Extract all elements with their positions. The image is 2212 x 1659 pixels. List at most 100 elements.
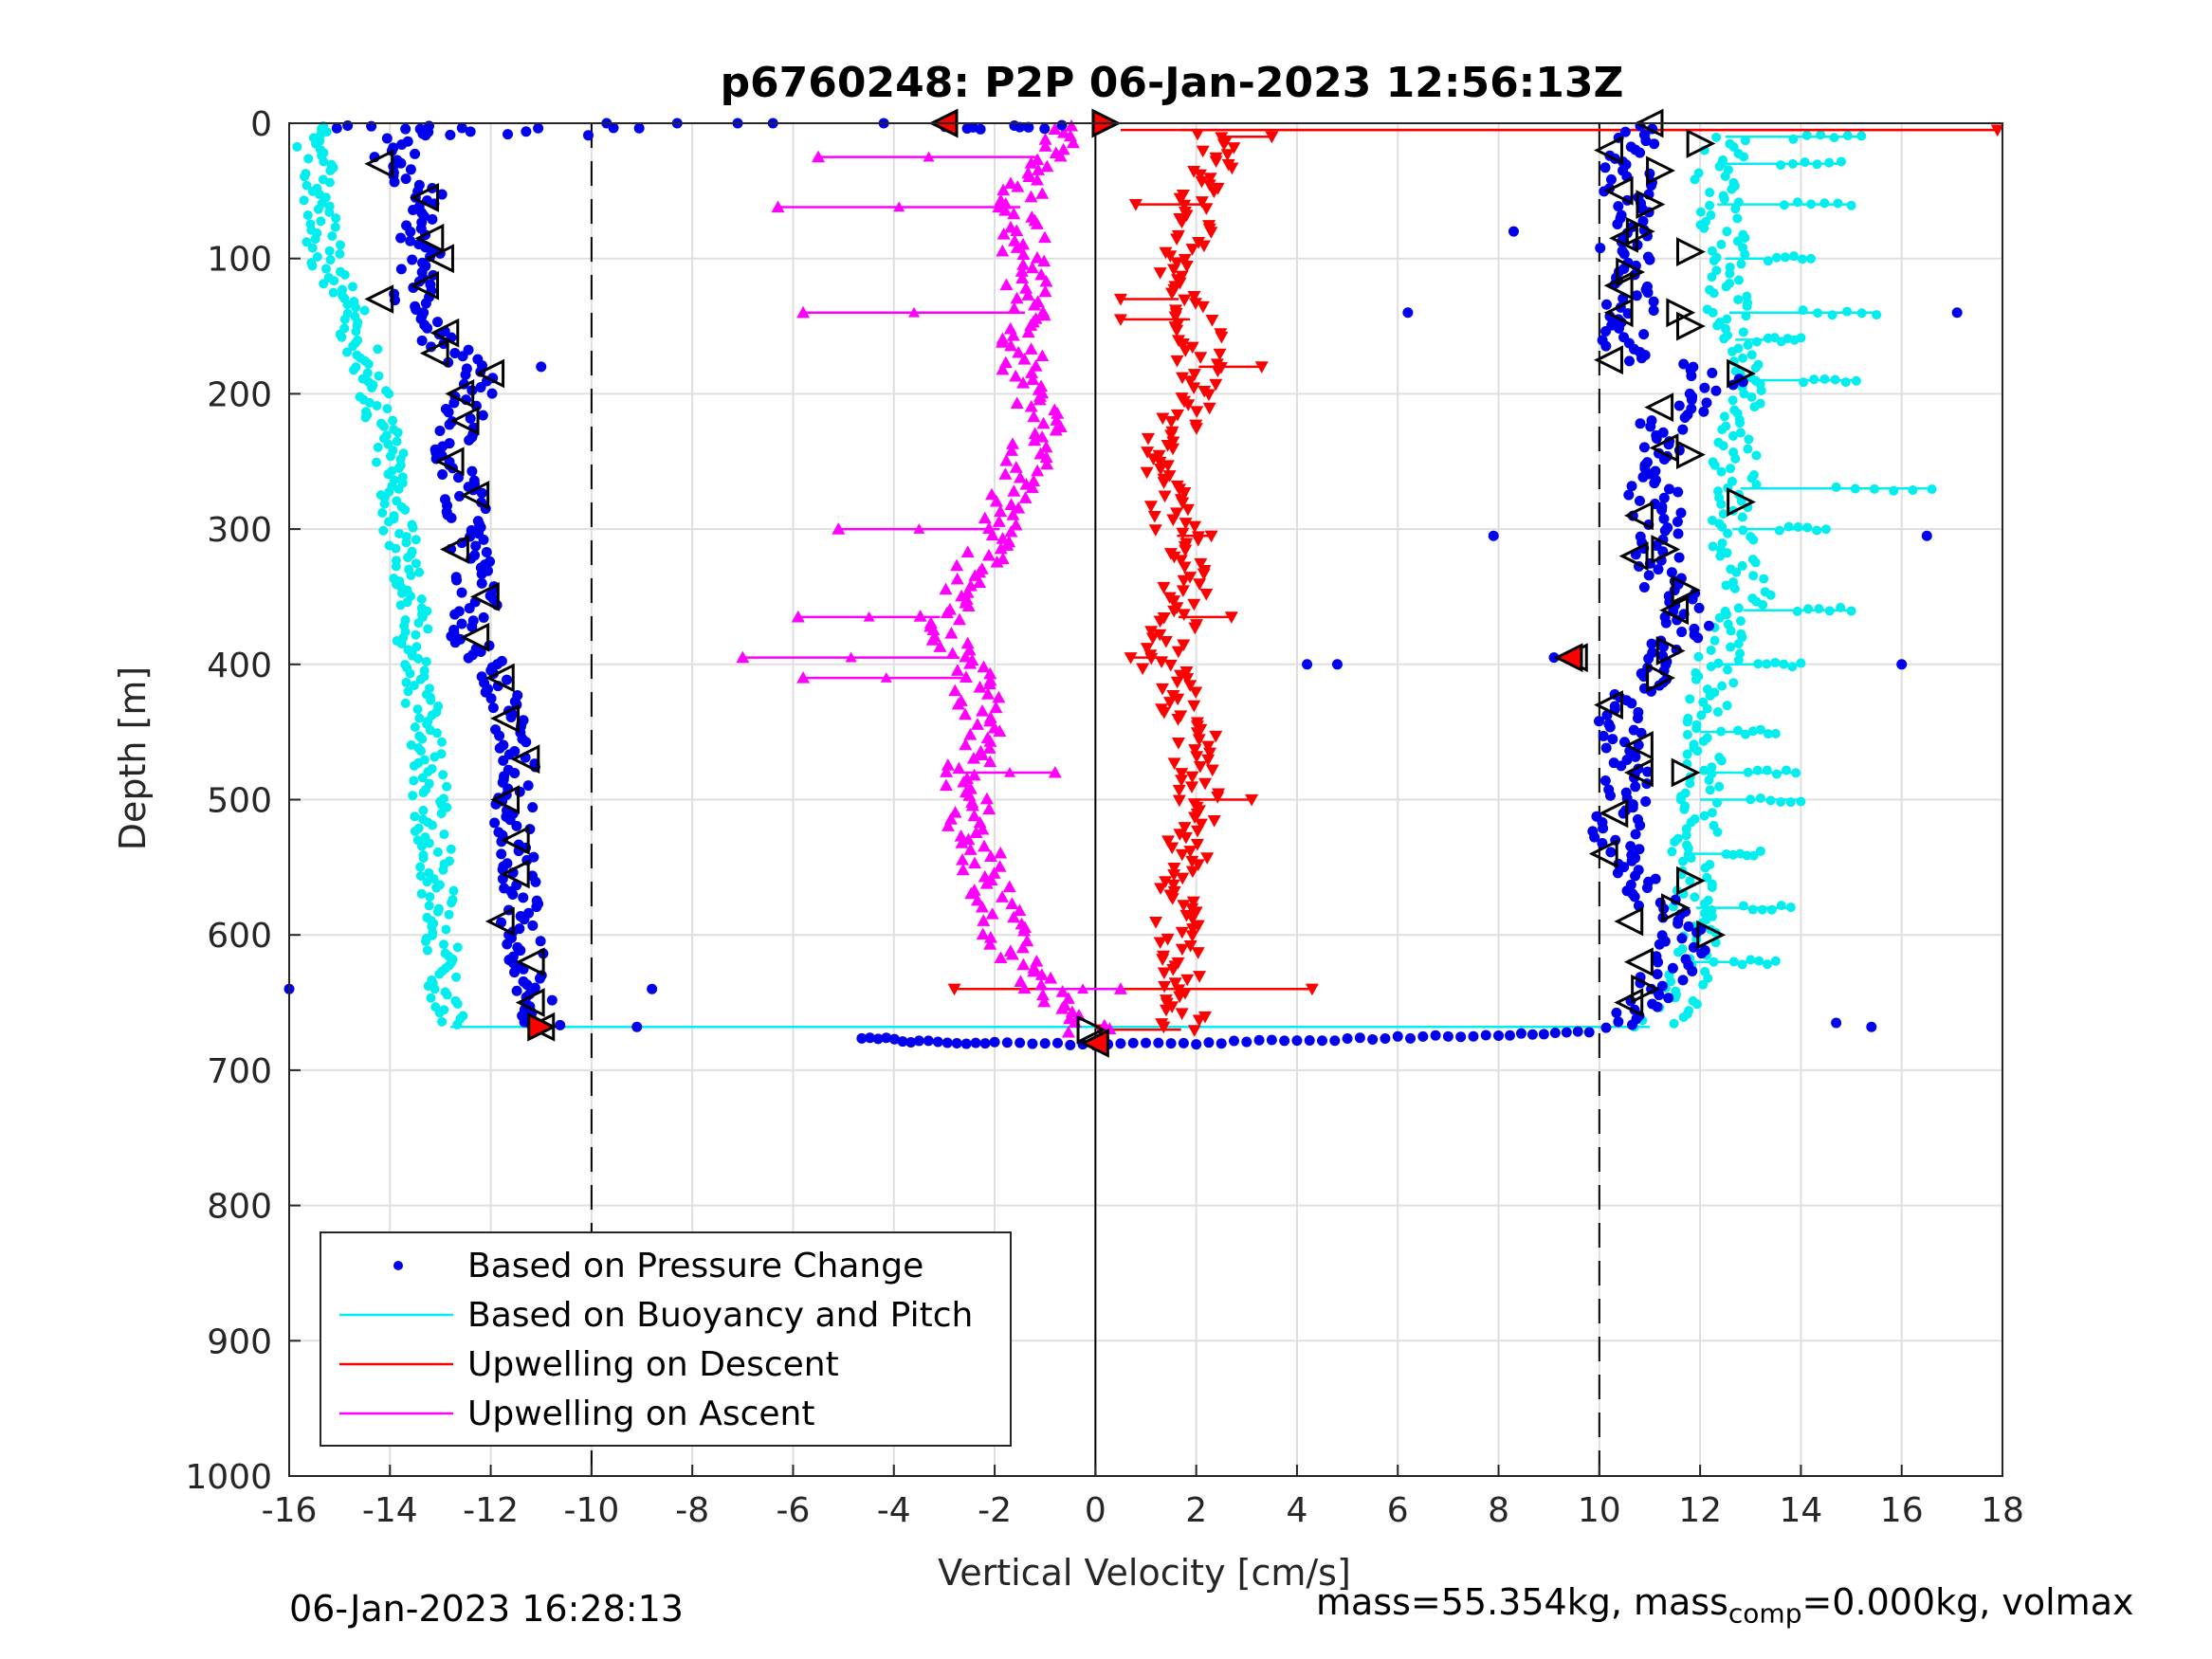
pressure-bottom-point: [1430, 1030, 1441, 1041]
descent-upwelling-marker: [1140, 466, 1154, 480]
ascent-spike-marker: [913, 523, 925, 534]
descent-upwelling-marker: [1209, 155, 1223, 168]
descent-upwelling-marker: [1178, 987, 1192, 1000]
ascent-upwelling-marker: [1027, 410, 1041, 423]
pressure-ascent-point: [1635, 820, 1646, 831]
ascent-upwelling-marker: [1030, 173, 1044, 186]
buoyancy-ascent-point: [1737, 512, 1747, 522]
descent-upwelling-marker: [1186, 896, 1200, 909]
buoyancy-descent-point: [411, 558, 421, 569]
buoyancy-spike-point: [1799, 377, 1809, 388]
pressure-bottom-point: [932, 1036, 943, 1048]
ascent-upwelling-marker: [996, 183, 1011, 196]
ascent-upwelling-marker: [1012, 501, 1026, 514]
buoyancy-spike-point: [1763, 959, 1773, 970]
pressure-descent-point: [407, 254, 418, 265]
buoyancy-spike-point: [1770, 728, 1781, 738]
pressure-ascent-point: [1618, 248, 1630, 260]
buoyancy-descent-point: [406, 739, 416, 750]
pressure-descent-point: [400, 173, 411, 185]
direction-marker-left: [1644, 392, 1674, 423]
pressure-ascent-point: [1638, 442, 1650, 453]
ascent-upwelling-marker: [982, 677, 996, 690]
buoyancy-spike-point: [1757, 904, 1767, 915]
ascent-upwelling-marker: [982, 548, 996, 561]
pressure-ascent-point: [1613, 1016, 1624, 1028]
direction-marker-left: [1594, 136, 1623, 165]
descent-spike-marker: [1245, 793, 1259, 807]
ascent-upwelling-marker: [1015, 264, 1029, 277]
buoyancy-spike-point: [1781, 765, 1791, 775]
buoyancy-descent-point: [351, 302, 361, 313]
pressure-ascent-point: [1626, 1019, 1637, 1030]
ascent-upwelling-marker: [1024, 342, 1038, 355]
ascent-upwelling-marker: [985, 528, 999, 541]
descent-upwelling-marker: [1176, 338, 1190, 351]
buoyancy-descent-point: [321, 264, 332, 274]
ascent-upwelling-marker: [990, 556, 1004, 568]
ascent-spike-marker: [1048, 765, 1062, 778]
buoyancy-spike-point: [1763, 729, 1773, 739]
descent-upwelling-marker: [1153, 456, 1167, 469]
descent-upwelling-marker: [1175, 943, 1189, 957]
descent-spike-marker: [1113, 314, 1127, 326]
descent-upwelling-marker: [1148, 524, 1162, 537]
buoyancy-descent-point: [424, 838, 434, 848]
pressure-ascent-point: [1623, 489, 1635, 501]
descent-upwelling-marker: [1170, 233, 1184, 246]
pressure-descent-point: [475, 382, 486, 393]
pressure-ascent-point: [1598, 823, 1609, 834]
ascent-upwelling-marker: [1048, 122, 1062, 136]
ascent-upwelling-marker: [1021, 325, 1035, 338]
buoyancy-descent-point: [414, 567, 425, 577]
direction-marker-left: [430, 318, 460, 348]
ascent-upwelling-marker: [970, 893, 984, 906]
ascent-upwelling-marker: [975, 900, 989, 913]
ascent-spike-marker: [771, 200, 785, 213]
descent-upwelling-marker: [1190, 751, 1204, 763]
descent-upwelling-marker: [1187, 382, 1201, 394]
buoyancy-spike-point: [1872, 310, 1882, 320]
descent-upwelling-marker: [1215, 331, 1229, 344]
descent-upwelling-marker: [1213, 348, 1227, 361]
buoyancy-spike-point: [1908, 484, 1918, 495]
pressure-descent-point: [527, 802, 539, 813]
buoyancy-descent-point: [416, 888, 427, 899]
pressure-ascent-point: [1626, 481, 1637, 492]
buoyancy-descent-point: [324, 246, 335, 256]
pressure-bottom-point: [1127, 1037, 1139, 1048]
descent-spike-marker: [1124, 652, 1138, 665]
pressure-descent-point: [555, 1019, 566, 1030]
descent-spike-marker: [1990, 124, 2004, 137]
buoyancy-descent-point: [401, 677, 411, 687]
buoyancy-ascent-point: [1716, 239, 1727, 249]
buoyancy-ascent-point: [1673, 947, 1684, 957]
descent-spike-marker: [1204, 530, 1218, 543]
buoyancy-spike-point: [1856, 308, 1867, 319]
pressure-descent-point: [522, 780, 534, 792]
buoyancy-ascent-point: [1712, 707, 1723, 718]
direction-marker-right: [1646, 155, 1675, 186]
ascent-upwelling-marker: [1038, 139, 1052, 152]
pressure-ascent-point: [1642, 766, 1654, 777]
ascent-spike-marker: [1004, 766, 1016, 777]
descent-upwelling-marker: [1140, 643, 1154, 655]
pressure-bottom-point: [1515, 1028, 1526, 1039]
buoyancy-ascent-point: [1707, 882, 1717, 892]
ascent-upwelling-marker: [1056, 125, 1070, 138]
ascent-upwelling-marker: [1015, 940, 1030, 954]
pressure-ascent-point: [1624, 356, 1636, 367]
descent-upwelling-marker: [1154, 883, 1168, 895]
buoyancy-descent-point: [388, 415, 398, 426]
pressure-ascent-point: [1645, 421, 1656, 432]
buoyancy-descent-point: [422, 877, 432, 887]
buoyancy-descent-point: [420, 937, 430, 947]
pressure-ascent-point: [1688, 941, 1699, 953]
pressure-ascent-point: [1605, 847, 1617, 858]
ascent-spike-marker: [893, 201, 905, 212]
buoyancy-ascent-point: [1708, 307, 1718, 318]
descent-upwelling-marker: [1175, 848, 1189, 862]
buoyancy-spike-point: [1780, 252, 1790, 263]
pressure-bottom-point: [1027, 1038, 1038, 1049]
buoyancy-ascent-point: [1682, 717, 1692, 727]
